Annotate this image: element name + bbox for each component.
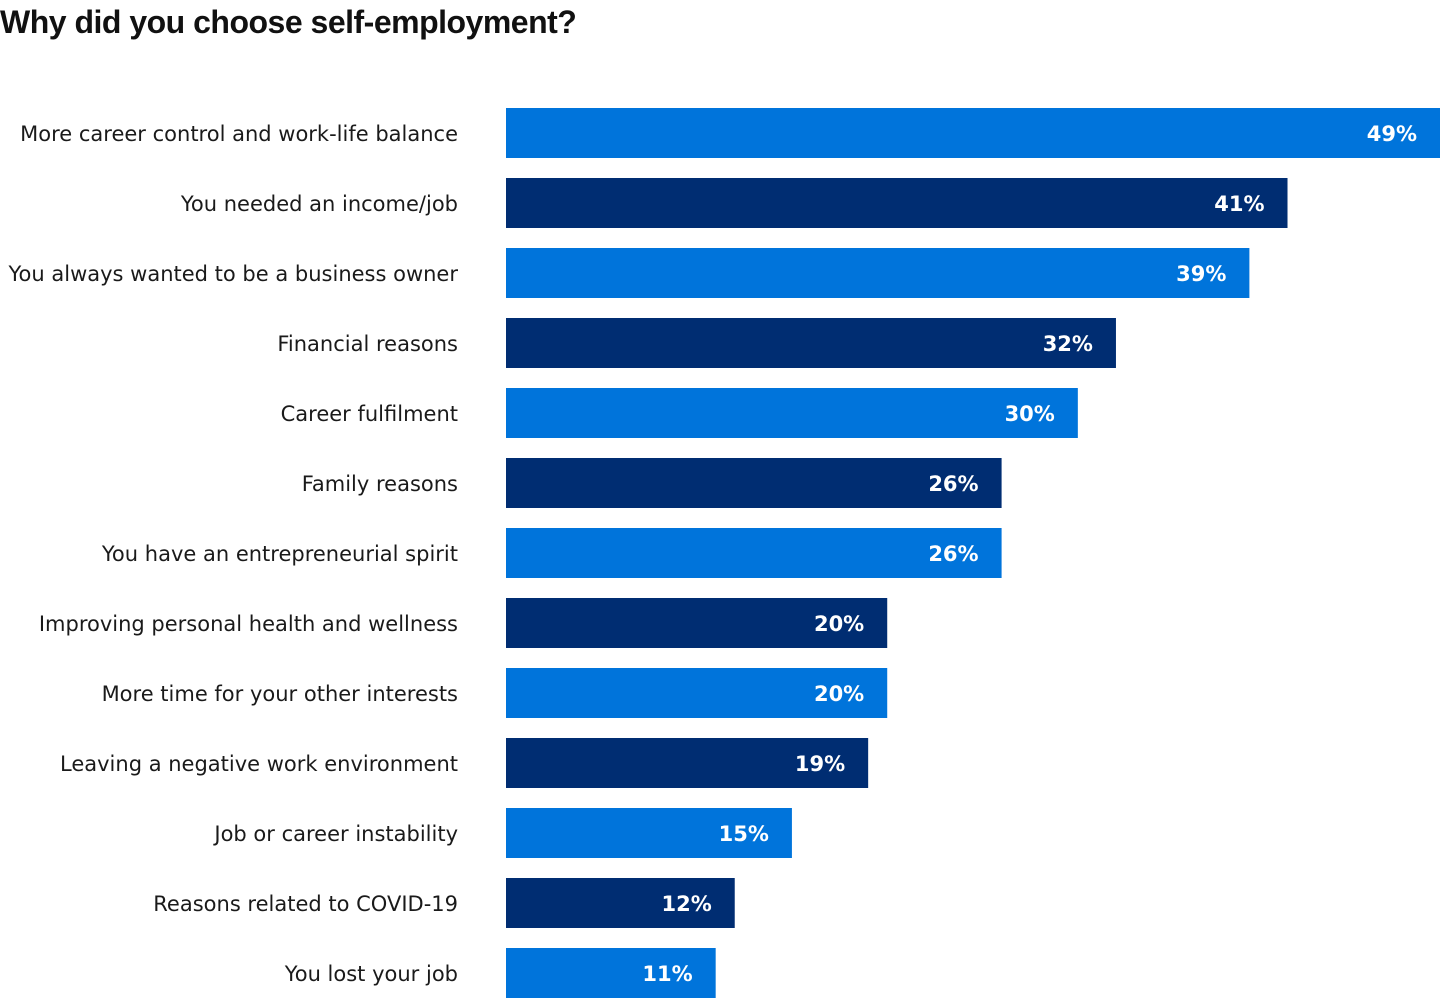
category-label: Career fulfilment	[281, 402, 458, 426]
bar	[506, 738, 869, 788]
bar	[506, 318, 1116, 368]
category-label: More career control and work-life balanc…	[20, 122, 458, 146]
bar	[506, 248, 1250, 298]
category-label: More time for your other interests	[102, 682, 458, 706]
data-label: 49%	[1367, 122, 1417, 146]
category-label: Improving personal health and wellness	[39, 612, 458, 636]
category-label: Leaving a negative work environment	[60, 752, 458, 776]
category-label: You always wanted to be a business owner	[8, 262, 459, 286]
data-label: 20%	[814, 682, 864, 706]
bar	[506, 948, 716, 998]
category-label: You lost your job	[284, 962, 458, 986]
bar	[506, 808, 792, 858]
bar	[506, 598, 888, 648]
bar	[506, 388, 1078, 438]
category-label: Financial reasons	[277, 332, 458, 356]
data-label: 26%	[928, 542, 978, 566]
category-label: Family reasons	[302, 472, 458, 496]
data-label: 32%	[1043, 332, 1093, 356]
data-label: 12%	[661, 892, 711, 916]
bar	[506, 528, 1002, 578]
category-label: You have an entrepreneurial spirit	[101, 542, 458, 566]
data-label: 19%	[795, 752, 845, 776]
bar	[506, 458, 1002, 508]
data-label: 30%	[1005, 402, 1055, 426]
data-label: 20%	[814, 612, 864, 636]
category-label: Job or career instability	[212, 822, 458, 846]
data-label: 15%	[719, 822, 769, 846]
bar	[506, 178, 1288, 228]
bar	[506, 668, 888, 718]
bar	[506, 108, 1440, 158]
bar	[506, 878, 735, 928]
category-label: Reasons related to COVID-19	[153, 892, 458, 916]
data-label: 11%	[642, 962, 692, 986]
data-label: 39%	[1176, 262, 1226, 286]
category-label: You needed an income/job	[180, 192, 458, 216]
data-label: 41%	[1214, 192, 1264, 216]
data-label: 26%	[928, 472, 978, 496]
chart-title: Why did you choose self-employment?	[0, 4, 577, 40]
